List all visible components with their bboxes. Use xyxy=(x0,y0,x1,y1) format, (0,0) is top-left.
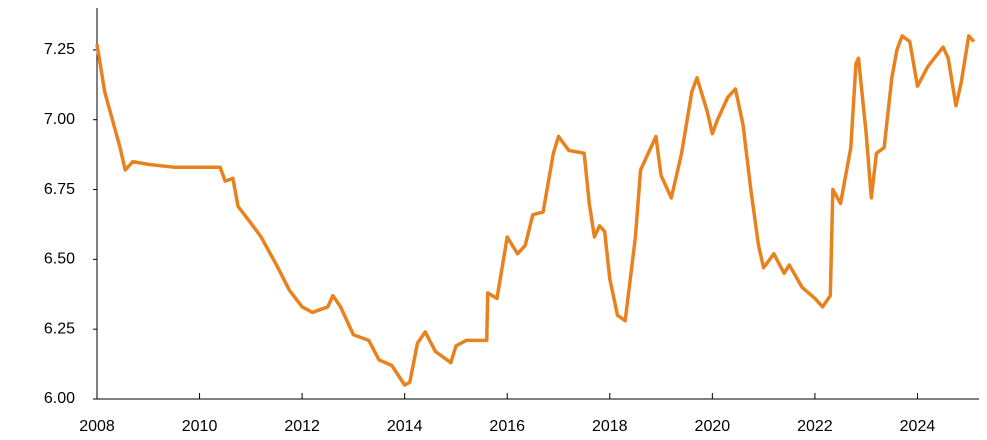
y-tick-label: 6.25 xyxy=(44,320,75,337)
y-tick-label: 7.00 xyxy=(44,111,75,128)
x-tick-label: 2016 xyxy=(489,418,525,435)
x-tick-label: 2008 xyxy=(79,418,115,435)
y-tick-label: 6.75 xyxy=(44,181,75,198)
x-tick-label: 2018 xyxy=(592,418,628,435)
x-tick-label: 2014 xyxy=(387,418,423,435)
x-tick-label: 2012 xyxy=(284,418,320,435)
y-tick-label: 7.25 xyxy=(44,41,75,58)
y-tick-label: 6.50 xyxy=(44,251,75,268)
x-tick-label: 2022 xyxy=(797,418,833,435)
x-tick-label: 2020 xyxy=(695,418,731,435)
x-tick-label: 2010 xyxy=(182,418,218,435)
y-tick-label: 6.00 xyxy=(44,390,75,407)
line-series xyxy=(95,34,976,387)
x-tick-label: 2024 xyxy=(900,418,936,435)
